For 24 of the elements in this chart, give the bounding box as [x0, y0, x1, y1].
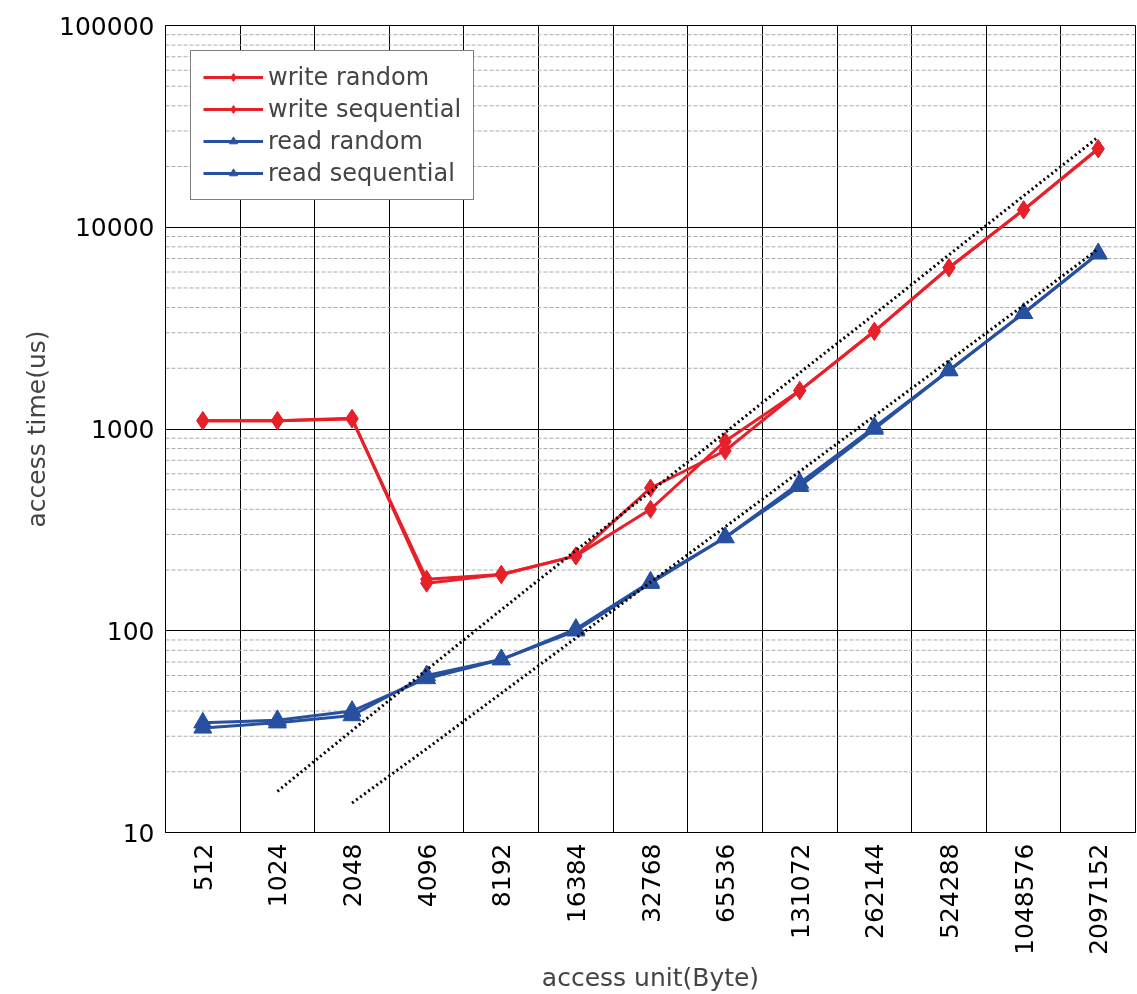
- x-tick-label: 262144: [860, 843, 890, 939]
- legend-label: write sequential: [268, 95, 462, 123]
- x-tick-label: 1024: [263, 843, 293, 908]
- x-axis-title: access unit(Byte): [541, 962, 760, 992]
- legend-label: write random: [268, 63, 430, 91]
- y-tick-label: 100000: [59, 11, 155, 41]
- x-tick-label: 8192: [487, 843, 517, 908]
- x-tick-label: 1048576: [1009, 843, 1039, 955]
- x-tick-label: 131072: [785, 843, 815, 939]
- x-tick-label: 524288: [934, 843, 964, 939]
- x-tick-label: 2097152: [1084, 843, 1114, 955]
- y-tick-label: 100: [106, 616, 155, 646]
- x-tick-label: 2048: [338, 843, 368, 908]
- x-tick-label: 16384: [561, 843, 591, 924]
- y-axis-title: access time(us): [22, 330, 52, 528]
- x-tick-label: 32768: [636, 843, 666, 924]
- y-tick-label: 1000: [90, 415, 155, 444]
- y-tick-label: 10000: [74, 213, 155, 243]
- x-tick-label: 65536: [711, 843, 741, 924]
- legend-label: read random: [268, 127, 423, 155]
- legend-label: read sequential: [268, 159, 455, 187]
- x-tick-label: 4096: [412, 843, 442, 908]
- y-tick-label: 10: [122, 818, 155, 848]
- x-tick-label: 512: [188, 843, 218, 892]
